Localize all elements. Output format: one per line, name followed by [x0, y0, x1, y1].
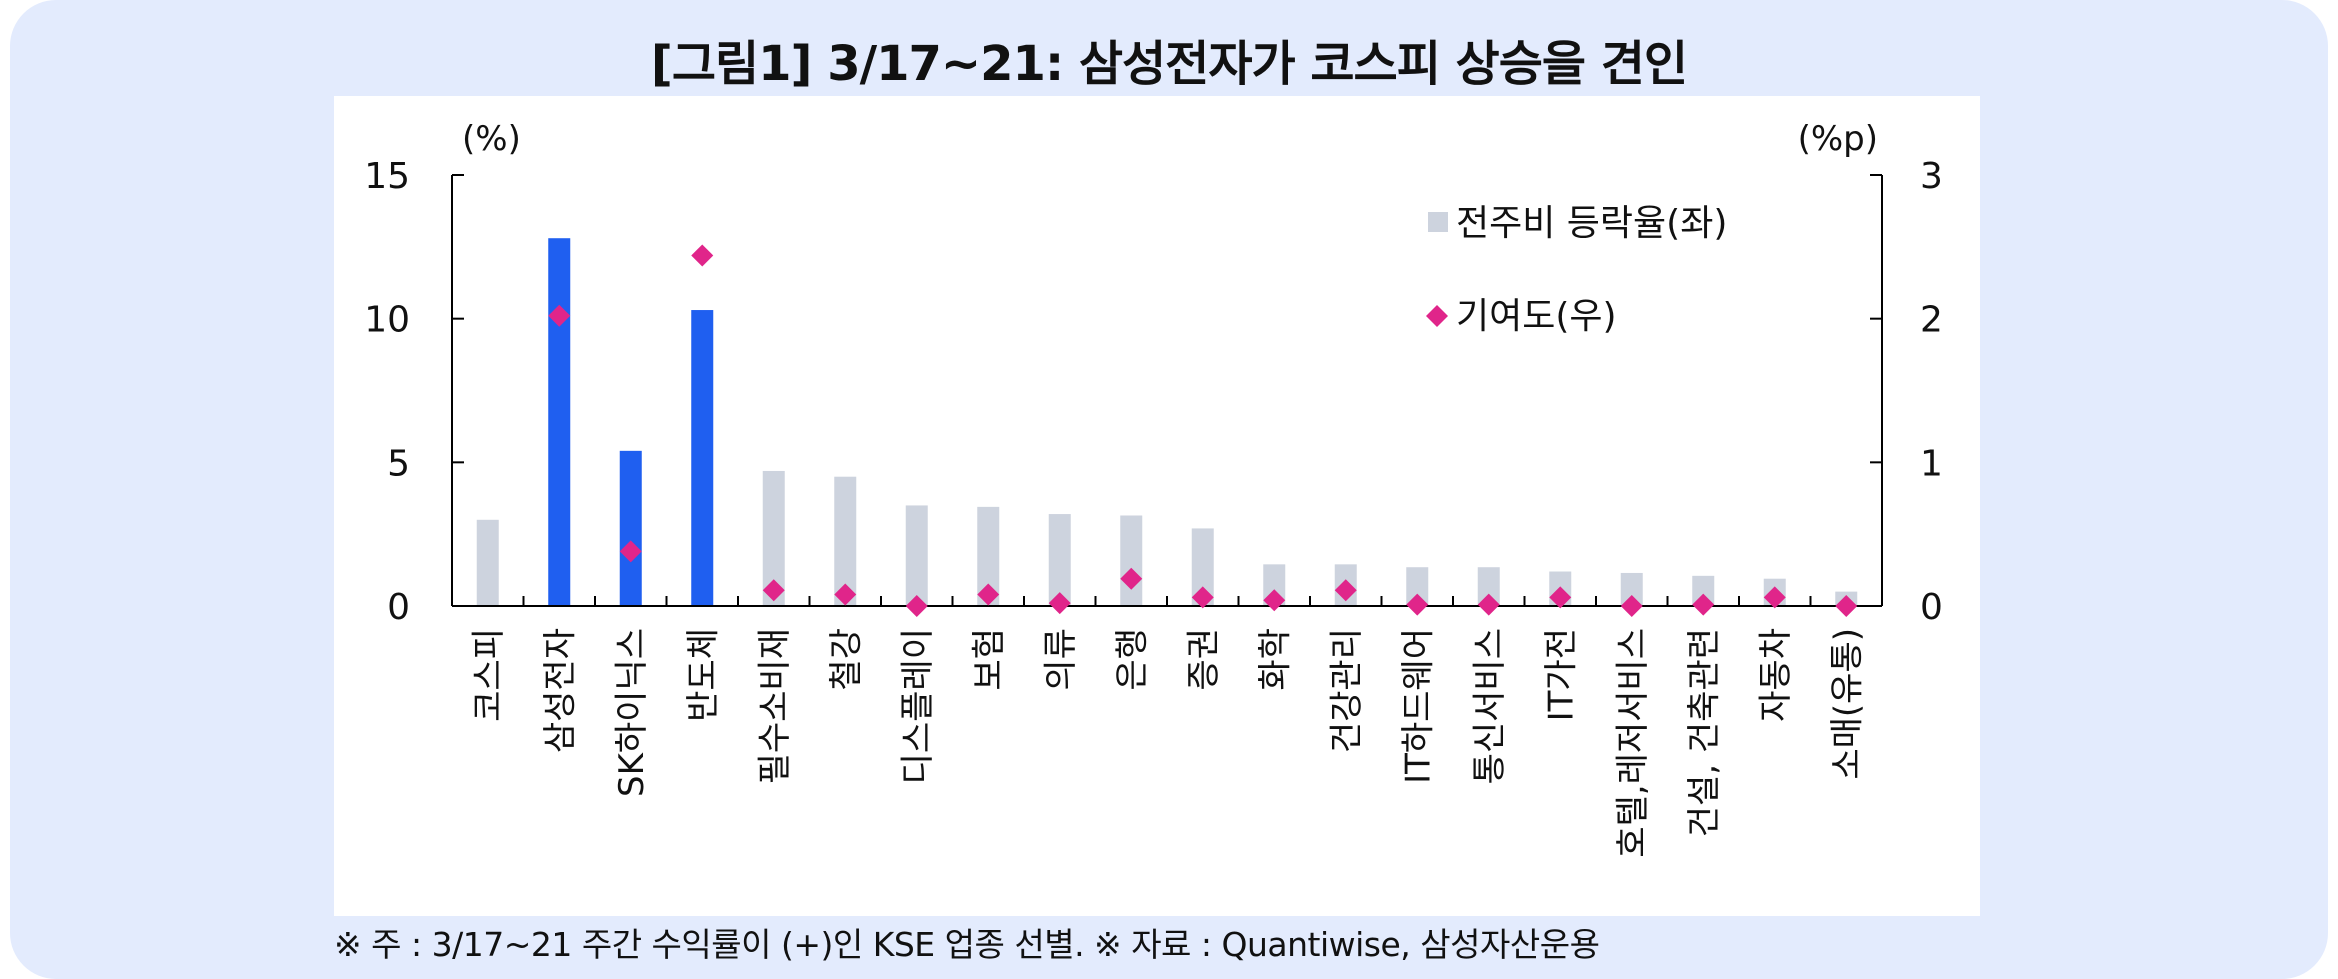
category-label-5: 필수소비재 [755, 628, 795, 784]
left-axis-unit: (%) [462, 119, 521, 159]
contribution-marker-19 [1763, 586, 1786, 609]
contribution-marker-15 [1477, 593, 1500, 616]
category-label-20: 소매(유통) [1827, 628, 1867, 780]
category-label-19: 자동차 [1756, 628, 1796, 722]
bar-6 [834, 476, 857, 606]
bar-15 [1477, 567, 1500, 606]
right-axis-unit: (%p) [1798, 119, 1878, 159]
left-tick-label: 0 [387, 587, 410, 628]
left-tick-label: 10 [364, 300, 410, 341]
bar-14 [1406, 567, 1429, 606]
contribution-marker-3 [619, 540, 642, 563]
left-tick-label: 15 [364, 156, 410, 197]
category-label-2: 삼성전자 [540, 628, 580, 753]
category-label-11: 증권 [1184, 628, 1224, 691]
legend-label-bar: 전주비 등락율(좌) [1456, 203, 1727, 244]
contribution-marker-18 [1692, 593, 1715, 616]
left-tick-label: 5 [387, 443, 410, 484]
bar-17 [1620, 572, 1643, 606]
contribution-marker-8 [977, 583, 1000, 606]
plot-area [334, 96, 1980, 916]
category-label-14: IT하드웨어 [1398, 628, 1438, 784]
category-label-1: 코스피 [469, 628, 509, 722]
contribution-marker-9 [1048, 592, 1071, 615]
contribution-marker-12 [1263, 589, 1286, 612]
legend-swatch-marker [1426, 305, 1448, 327]
footnote: ※ 주 : 3/17~21 주간 수익률이 (+)인 KSE 업종 선별. ※ … [334, 925, 1600, 964]
bar-3 [619, 450, 642, 606]
bar-5 [762, 470, 785, 606]
right-tick-label: 1 [1920, 443, 1943, 484]
contribution-marker-10 [1120, 567, 1143, 590]
category-label-16: IT가전 [1541, 628, 1581, 721]
bar-11 [1191, 528, 1214, 606]
category-label-17: 호텔,레저서비스 [1613, 628, 1653, 858]
contribution-marker-5 [762, 579, 785, 602]
category-label-4: 반도체 [683, 628, 723, 722]
bar-1 [476, 519, 499, 606]
contribution-marker-6 [834, 583, 857, 606]
category-label-12: 화학 [1255, 628, 1295, 691]
category-label-7: 디스플레이 [898, 628, 938, 784]
bar-7 [905, 505, 928, 606]
category-label-18: 건설, 건축관련 [1684, 628, 1724, 837]
contribution-marker-13 [1334, 579, 1357, 602]
bar-2 [548, 238, 571, 607]
contribution-marker-11 [1191, 586, 1214, 609]
bar-9 [1048, 514, 1071, 606]
category-label-6: 철강 [826, 628, 866, 691]
right-tick-label: 3 [1920, 156, 1943, 197]
contribution-marker-17 [1620, 595, 1643, 617]
right-tick-label: 0 [1920, 587, 1943, 628]
contribution-marker-20 [1835, 595, 1858, 617]
contribution-marker-4 [691, 244, 714, 267]
bar-4 [691, 310, 714, 606]
contribution-marker-7 [905, 595, 928, 617]
category-label-8: 보험 [969, 628, 1009, 691]
bar-18 [1692, 575, 1715, 606]
contribution-marker-14 [1406, 593, 1429, 616]
category-label-10: 은행 [1112, 628, 1152, 691]
category-label-3: SK하이닉스 [612, 628, 652, 797]
bar-10 [1120, 515, 1143, 606]
legend-swatch-bar [1428, 212, 1448, 232]
contribution-marker-16 [1549, 586, 1572, 609]
category-label-15: 통신서비스 [1470, 628, 1510, 784]
legend-label-marker: 기여도(우) [1456, 296, 1617, 337]
category-label-13: 건강관리 [1327, 628, 1367, 753]
right-tick-label: 2 [1920, 300, 1943, 341]
category-label-9: 의류 [1041, 628, 1081, 691]
contribution-marker-2 [548, 304, 571, 327]
chart-title: [그림1] 3/17~21: 삼성전자가 코스피 상승을 견인 [650, 36, 1688, 92]
bar-8 [977, 506, 1000, 606]
